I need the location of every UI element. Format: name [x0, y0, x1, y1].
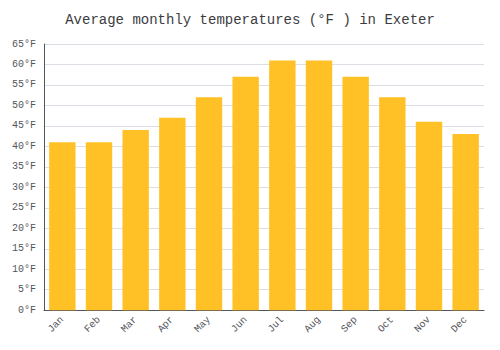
svg-text:Sep: Sep: [339, 314, 359, 334]
svg-text:15°F: 15°F: [12, 243, 36, 254]
svg-text:30°F: 30°F: [12, 182, 36, 193]
svg-text:50°F: 50°F: [12, 100, 36, 111]
svg-text:Feb: Feb: [82, 314, 102, 334]
svg-text:40°F: 40°F: [12, 141, 36, 152]
svg-text:60°F: 60°F: [12, 59, 36, 70]
svg-text:Jun: Jun: [229, 314, 249, 334]
svg-text:10°F: 10°F: [12, 264, 36, 275]
svg-text:55°F: 55°F: [12, 79, 36, 90]
svg-text:Jul: Jul: [266, 314, 286, 334]
svg-text:Jan: Jan: [46, 314, 66, 334]
svg-text:20°F: 20°F: [12, 223, 36, 234]
svg-text:Apr: Apr: [156, 314, 176, 334]
svg-text:25°F: 25°F: [12, 202, 36, 213]
svg-text:May: May: [192, 314, 212, 334]
svg-text:0°F: 0°F: [18, 305, 36, 316]
svg-text:Dec: Dec: [449, 314, 469, 334]
svg-text:35°F: 35°F: [12, 161, 36, 172]
svg-text:Aug: Aug: [302, 314, 322, 334]
svg-text:Average monthly temperatures (: Average monthly temperatures (°F ) in Ex…: [65, 12, 435, 28]
svg-text:Nov: Nov: [412, 314, 432, 334]
svg-text:45°F: 45°F: [12, 120, 36, 131]
svg-text:65°F: 65°F: [12, 39, 36, 50]
svg-text:Oct: Oct: [376, 314, 396, 334]
svg-text:5°F: 5°F: [18, 284, 36, 295]
svg-text:Mar: Mar: [119, 314, 139, 334]
